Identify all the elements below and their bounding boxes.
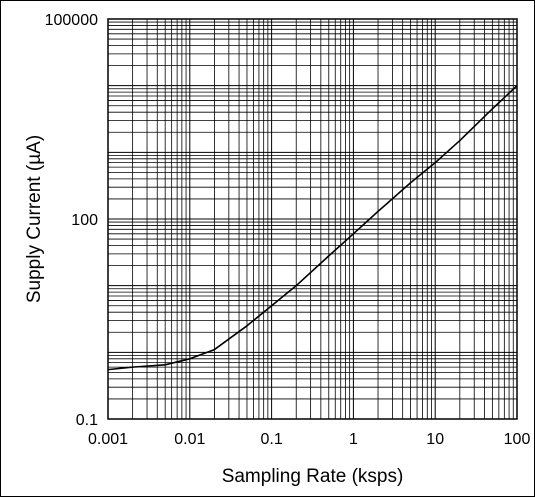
x-axis-label: Sampling Rate (ksps) <box>222 466 404 487</box>
series-layer <box>107 85 518 371</box>
x-tick-labels: 0.001 0.01 0.1 1 10 100 <box>88 431 530 448</box>
x-tick-label: 0.001 <box>88 431 128 448</box>
x-tick-label: 0.01 <box>174 431 205 448</box>
y-tick-labels: 0.1 100 100000 <box>45 12 98 429</box>
series-line-1 <box>107 85 518 371</box>
plot-area <box>107 18 518 420</box>
y-tick-label: 100000 <box>45 12 98 29</box>
y-axis-label: Supply Current (µA) <box>24 135 45 303</box>
y-tick-label: 100 <box>71 212 98 229</box>
x-tick-label: 10 <box>426 431 444 448</box>
x-tick-label: 100 <box>504 431 531 448</box>
x-tick-label: 0.1 <box>260 431 282 448</box>
x-tick-label: 1 <box>349 431 358 448</box>
y-tick-label: 0.1 <box>76 412 98 429</box>
